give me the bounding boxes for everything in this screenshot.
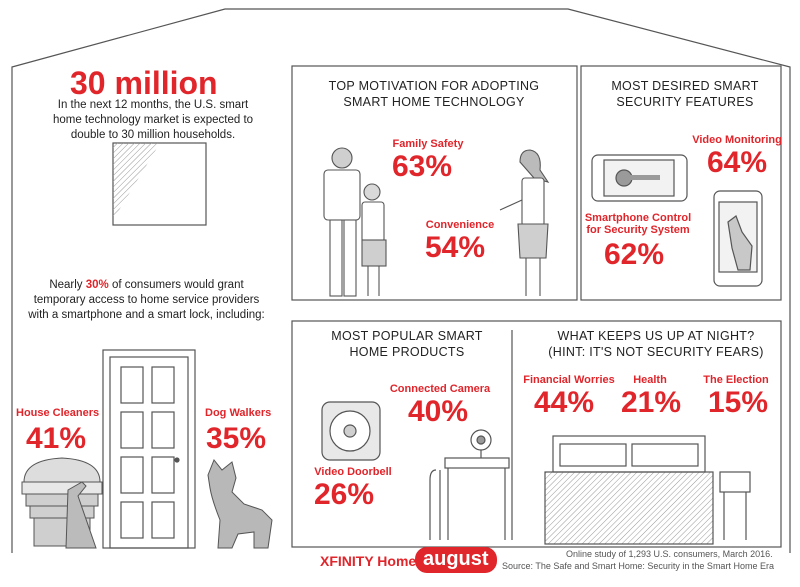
health-value: 21% — [621, 386, 682, 419]
family-safety-label: Family Safety — [392, 138, 464, 150]
family-safety-value: 63% — [392, 150, 453, 183]
video-doorbell-value: 26% — [314, 478, 375, 511]
motivation-heading: TOP MOTIVATION FOR ADOPTING SMART HOME T… — [328, 79, 540, 109]
dog-icon — [207, 459, 273, 549]
door-icon — [102, 349, 196, 549]
smartphone-control-value: 62% — [604, 238, 665, 271]
smartphone-key-icon — [591, 154, 688, 202]
panel-motivation — [291, 65, 578, 301]
dog-walkers-label: Dog Walkers — [205, 407, 272, 419]
dog-walkers-value: 35% — [206, 422, 267, 455]
video-monitoring-value: 64% — [707, 146, 768, 179]
august-logo: august — [415, 547, 497, 573]
election-value: 15% — [708, 386, 769, 419]
access-text-before: Nearly — [49, 279, 86, 291]
stat-30-million-text: In the next 12 months, the U.S. smart ho… — [52, 99, 254, 141]
panel-products-night — [291, 320, 782, 548]
access-description: Nearly 30% of consumers would grant temp… — [24, 278, 269, 323]
video-doorbell-label: Video Doorbell — [314, 466, 392, 478]
connected-camera-label: Connected Camera — [389, 383, 491, 395]
smartphone-video-icon — [713, 190, 763, 287]
window-icon — [112, 142, 207, 226]
house-cleaners-value: 41% — [26, 422, 87, 455]
financial-worries-label: Financial Worries — [523, 374, 615, 386]
convenience-label: Convenience — [425, 219, 495, 231]
source-line-2: Source: The Safe and Smart Home: Securit… — [502, 561, 774, 571]
camera-table-icon — [429, 429, 510, 540]
connected-camera-value: 40% — [408, 395, 469, 428]
financial-worries-value: 44% — [534, 386, 595, 419]
bucket-icon — [21, 457, 103, 549]
video-monitoring-label: Video Monitoring — [692, 134, 782, 146]
panel-security — [580, 65, 782, 301]
doorbell-icon — [321, 401, 381, 461]
source-line-1: Online study of 1,293 U.S. consumers, Ma… — [566, 549, 773, 559]
house-roof-outline — [11, 8, 791, 553]
security-heading: MOST DESIRED SMART SECURITY FEATURES — [611, 79, 759, 109]
family-illustration — [323, 147, 550, 297]
bed-icon — [544, 435, 751, 545]
smartphone-control-label: Smartphone Control for Security System — [584, 212, 692, 236]
convenience-value: 54% — [425, 231, 486, 264]
products-heading: MOST POPULAR SMART HOME PRODUCTS — [331, 329, 483, 359]
health-label: Health — [633, 374, 667, 386]
access-text-after: of consumers would grant temporary acces… — [28, 279, 265, 321]
access-percent: 30% — [85, 279, 109, 291]
night-heading: WHAT KEEPS US UP AT NIGHT? (HINT: IT'S N… — [548, 329, 764, 359]
xfinity-home-logo: XFINITY Home — [320, 553, 417, 569]
house-cleaners-label: House Cleaners — [16, 407, 100, 419]
election-label: The Election — [703, 374, 769, 386]
stat-30-million-number: 30 million — [70, 65, 218, 101]
